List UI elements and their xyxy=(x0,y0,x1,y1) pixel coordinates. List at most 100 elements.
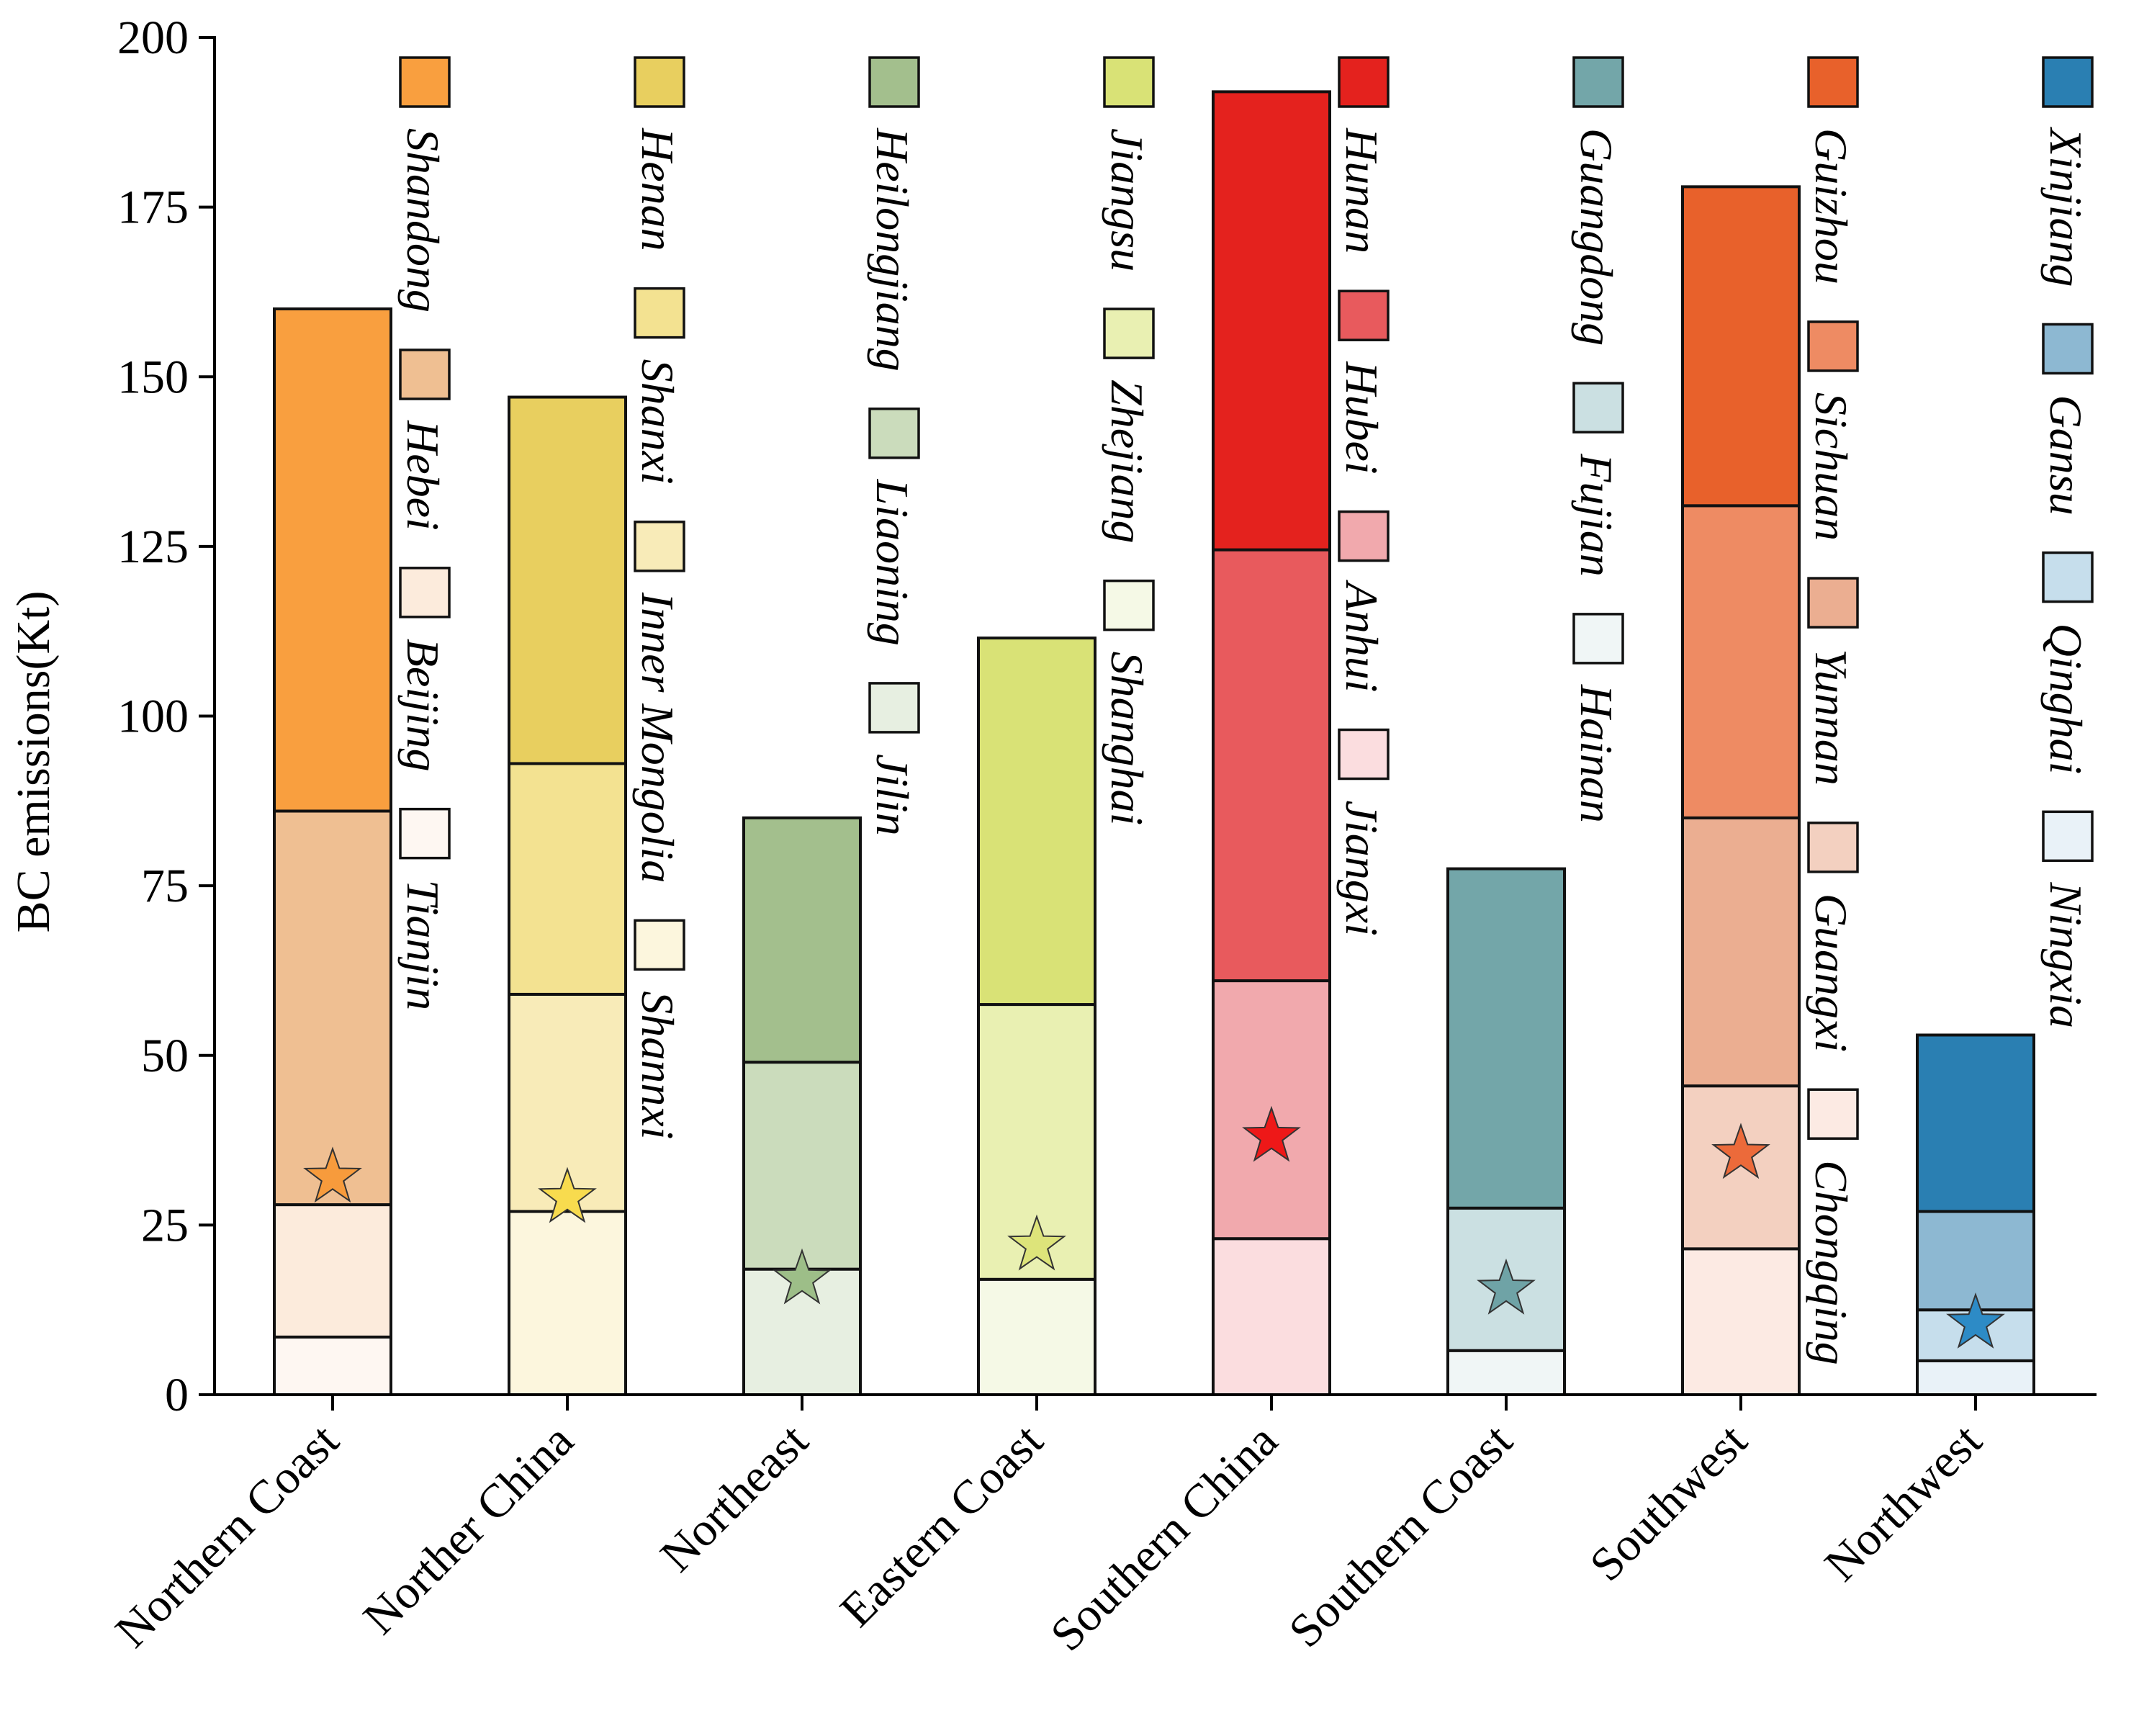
y-tick-label: 50 xyxy=(141,1030,189,1082)
legend-swatch xyxy=(1572,56,1624,108)
bar-group xyxy=(1446,867,1566,1397)
bar-segment xyxy=(273,307,392,813)
bar-group xyxy=(1916,1033,2035,1396)
legend-label: Guangdong xyxy=(1571,128,1622,346)
y-tick-label: 100 xyxy=(117,691,189,743)
star-marker xyxy=(1946,1292,2005,1349)
plot-area: Shandong Hebei Beijing Tianjin Henan Shanxi In… xyxy=(273,56,2094,1397)
x-tick-label: Southern Coast xyxy=(1279,1414,1522,1658)
legend-label: Shanxi xyxy=(632,359,683,485)
legend-label: Yunnan xyxy=(1806,649,1857,786)
legend-column: Shandong Hebei Beijing Tianjin xyxy=(397,56,451,1010)
bar-segment xyxy=(508,395,627,765)
bar-segment xyxy=(508,762,627,996)
star-marker xyxy=(303,1146,362,1203)
star-marker xyxy=(1711,1123,1770,1179)
bar-group xyxy=(742,816,862,1396)
star-marker xyxy=(538,1166,597,1223)
legend-swatch xyxy=(1338,56,1390,108)
legend-label: Jiangxi xyxy=(1336,801,1387,936)
star-marker xyxy=(1242,1105,1301,1162)
bar-segment xyxy=(742,816,862,1064)
star-marker xyxy=(1007,1214,1066,1271)
y-tick-label: 175 xyxy=(117,181,189,234)
legend-swatch xyxy=(868,682,920,734)
x-axis: Northern Coast Norther China Northeast East… xyxy=(106,1393,2097,1661)
bar-segment xyxy=(1916,1033,2035,1213)
bar-segment xyxy=(273,809,392,1207)
bar-group xyxy=(977,637,1096,1397)
bar-group xyxy=(508,395,627,1397)
legend-label: Guangxi xyxy=(1806,894,1857,1052)
legend-label: Liaoning xyxy=(867,479,918,646)
bar-group xyxy=(273,307,392,1396)
legend-swatch xyxy=(634,287,685,339)
star-marker xyxy=(1477,1258,1536,1315)
legend-label: Anhui xyxy=(1336,580,1387,693)
legend-label: Gansu xyxy=(2040,395,2091,515)
legend-label: Shanghai xyxy=(1102,652,1153,826)
x-tick-label: Eastern Coast xyxy=(830,1414,1053,1637)
bar-segment xyxy=(977,1277,1096,1397)
bar-segment xyxy=(1212,1237,1331,1396)
legend-label: Sichuan xyxy=(1806,392,1857,541)
legend-label: Hainan xyxy=(1571,684,1622,823)
y-axis: 0 25 50 75 100 125 150 175 200 xyxy=(117,12,216,1421)
legend-swatch xyxy=(399,56,451,108)
legend-label: Jiangsu xyxy=(1102,128,1153,271)
bar-segment xyxy=(273,1203,392,1339)
legend-label: Chongqing xyxy=(1806,1160,1857,1364)
legend-swatch xyxy=(1338,728,1390,781)
bar-group xyxy=(1212,90,1331,1396)
legend-swatch xyxy=(634,521,685,572)
legend-column: Henan Shanxi Inner Mongolia Shannxi xyxy=(632,56,685,1140)
legend-swatch xyxy=(1807,822,1859,873)
legend-swatch xyxy=(634,919,685,971)
legend-swatch xyxy=(868,408,920,459)
legend-label: Beijing xyxy=(397,639,449,772)
bar-segment xyxy=(1212,90,1331,552)
legend-swatch xyxy=(1807,56,1859,108)
legend-column: Jiangsu Zhejiang Shanghai xyxy=(1102,56,1155,826)
legend-swatch xyxy=(1338,289,1390,341)
y-tick-label: 0 xyxy=(165,1369,189,1421)
legend-label: Guizhou xyxy=(1806,128,1857,284)
y-axis-title: BC emissions(Kt) xyxy=(7,591,60,933)
legend-swatch xyxy=(2042,810,2094,863)
bar-segment xyxy=(508,1210,627,1397)
bar-segment xyxy=(1446,1349,1566,1397)
bar-segment xyxy=(1681,816,1801,1088)
legend-swatch xyxy=(399,348,451,400)
legend-label: Qinghai xyxy=(2040,624,2091,775)
x-tick-label: Northwest xyxy=(1815,1414,1992,1591)
legend-swatch xyxy=(868,56,920,108)
legend-swatch xyxy=(1572,613,1624,665)
legend-column: Hunan Hubei Anhui Jiangxi xyxy=(1336,56,1390,936)
y-tick-label: 125 xyxy=(117,521,189,573)
bar-segment xyxy=(1681,1247,1801,1397)
legend-swatch xyxy=(399,807,451,860)
legend-label: Inner Mongolia xyxy=(632,592,683,883)
legend-label: Hunan xyxy=(1336,127,1387,253)
legend-swatch xyxy=(1103,56,1155,108)
bar-segment xyxy=(1212,548,1331,983)
bar-segment xyxy=(1446,867,1566,1210)
legend-label: Tianjin xyxy=(397,880,449,1010)
bar-segment xyxy=(977,637,1096,1007)
legend-column: Heilongjiang Liaoning Jilin xyxy=(867,56,920,836)
legend-label: Heilongjiang xyxy=(867,127,918,372)
y-tick-label: 150 xyxy=(117,351,189,403)
legend-label: Ningxia xyxy=(2040,881,2091,1028)
legend-label: Shandong xyxy=(397,128,449,312)
x-tick-label: Northern Coast xyxy=(106,1414,349,1658)
x-tick-label: Southern China xyxy=(1040,1414,1287,1661)
legend-swatch xyxy=(2042,551,2094,603)
legend-column: Guangdong Fujian Hainan xyxy=(1571,56,1624,823)
y-tick-label: 75 xyxy=(141,860,189,912)
bar-segment xyxy=(742,1061,862,1271)
legend-swatch xyxy=(1103,579,1155,631)
y-tick-label: 25 xyxy=(141,1199,189,1251)
bar-group xyxy=(1681,185,1801,1397)
legend-label: Shannxi xyxy=(632,991,683,1139)
